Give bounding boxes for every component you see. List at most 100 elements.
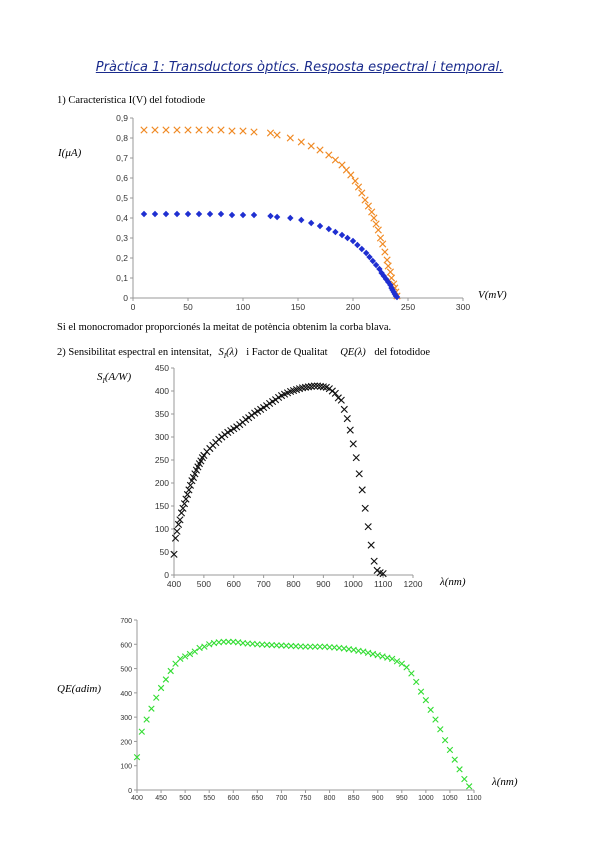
data-point-x (372, 220, 380, 228)
data-point-x (194, 463, 202, 471)
x-tick-label: 150 (291, 302, 305, 312)
section-2-heading: 2) Sensibilitat espectral en intensitat,… (57, 347, 430, 360)
data-point-x (437, 726, 444, 733)
data-point-x (273, 131, 281, 139)
y-tick-label: 0,2 (116, 253, 128, 263)
data-point-x (322, 383, 330, 391)
x-tick-label: 800 (286, 579, 300, 589)
data-point-diamond (382, 275, 390, 283)
note-text: Si el monocromador proporcionés la meita… (57, 322, 392, 333)
x-tick-label: 650 (252, 795, 264, 802)
data-point-x (349, 440, 357, 448)
data-point-diamond (298, 216, 305, 224)
data-point-x (140, 126, 148, 134)
data-point-x (254, 641, 261, 648)
data-point-x (227, 426, 235, 435)
data-point-diamond (273, 213, 281, 221)
data-point-x (352, 454, 360, 462)
data-point-x (230, 638, 237, 646)
data-point-x (364, 523, 372, 531)
section-2-s: S (218, 347, 224, 358)
data-point-x (304, 383, 313, 391)
data-point-diamond (140, 210, 148, 218)
y-axis-label: QE(adim) (57, 683, 101, 695)
data-point-x (266, 129, 275, 137)
x-tick-label: 0 (131, 302, 136, 312)
data-point-diamond (366, 253, 373, 261)
data-point-diamond (378, 269, 385, 277)
data-point-x (239, 127, 247, 135)
data-point-x (250, 128, 258, 136)
data-point-x (358, 486, 366, 494)
y-tick-label: 50 (160, 547, 170, 557)
data-point-diamond (173, 210, 181, 218)
data-point-x (345, 645, 353, 653)
x-tick-label: 750 (300, 795, 312, 802)
data-point-x (239, 639, 247, 647)
data-point-x (386, 268, 394, 276)
section-1-heading: 1) Característica I(V) del fotodiode (57, 95, 206, 106)
data-point-x (184, 126, 192, 134)
data-point-diamond (354, 241, 361, 249)
data-point-diamond (392, 292, 400, 300)
data-point-x (338, 161, 346, 169)
x-tick-label: 100 (236, 302, 250, 312)
x-axis-label: λ(nm) (439, 576, 466, 588)
data-point-x (310, 382, 319, 390)
x-tick-label: 300 (456, 302, 470, 312)
y-tick-label: 200 (120, 739, 132, 746)
data-point-diamond (267, 212, 274, 220)
data-point-x (302, 643, 309, 650)
y-tick-label: 0,1 (116, 273, 128, 283)
section-2-symbol-qe: QE(λ) (340, 347, 366, 358)
data-point-x (167, 667, 174, 675)
data-point-x (268, 641, 275, 649)
data-point-x (367, 541, 375, 549)
x-tick-label: 550 (203, 795, 215, 802)
data-point-x (233, 423, 241, 431)
data-point-x (351, 177, 359, 185)
data-point-x (364, 202, 372, 210)
data-point-x (189, 473, 198, 482)
data-point-x (200, 451, 208, 459)
x-tick-label: 1000 (418, 795, 434, 802)
data-point-x (162, 676, 170, 683)
data-point-x (177, 655, 184, 663)
data-point-x (186, 650, 194, 658)
data-point-x (181, 653, 189, 660)
x-tick-label: 200 (346, 302, 360, 312)
data-point-x (172, 660, 179, 667)
data-point-x (331, 644, 338, 651)
y-tick-label: 0,8 (116, 133, 128, 143)
data-point-x (364, 649, 372, 656)
data-point-x (417, 688, 425, 695)
data-point-x (258, 641, 266, 648)
data-point-diamond (376, 265, 383, 273)
data-point-x (350, 646, 357, 654)
data-point-x (170, 550, 178, 558)
x-axis-label: λ(nm) (491, 776, 518, 788)
data-point-x (408, 670, 415, 677)
data-point-x (355, 470, 363, 478)
data-point-x (257, 405, 265, 413)
data-point-x (188, 477, 196, 485)
data-point-x (191, 470, 199, 478)
x-tick-label: 700 (257, 579, 271, 589)
x-tick-label: 250 (401, 302, 415, 312)
x-tick-label: 1200 (404, 579, 423, 589)
data-point-x (248, 411, 256, 419)
data-point-x (220, 638, 227, 646)
data-point-x (446, 746, 454, 754)
data-point-x (251, 409, 259, 417)
data-point-x (465, 783, 473, 790)
y-tick-label: 0 (123, 293, 128, 303)
data-point-x (427, 706, 434, 714)
data-point-x (292, 643, 300, 650)
data-point-x (174, 520, 183, 528)
data-point-x (162, 126, 170, 134)
data-point-x (387, 274, 396, 282)
data-point-x (292, 386, 301, 394)
